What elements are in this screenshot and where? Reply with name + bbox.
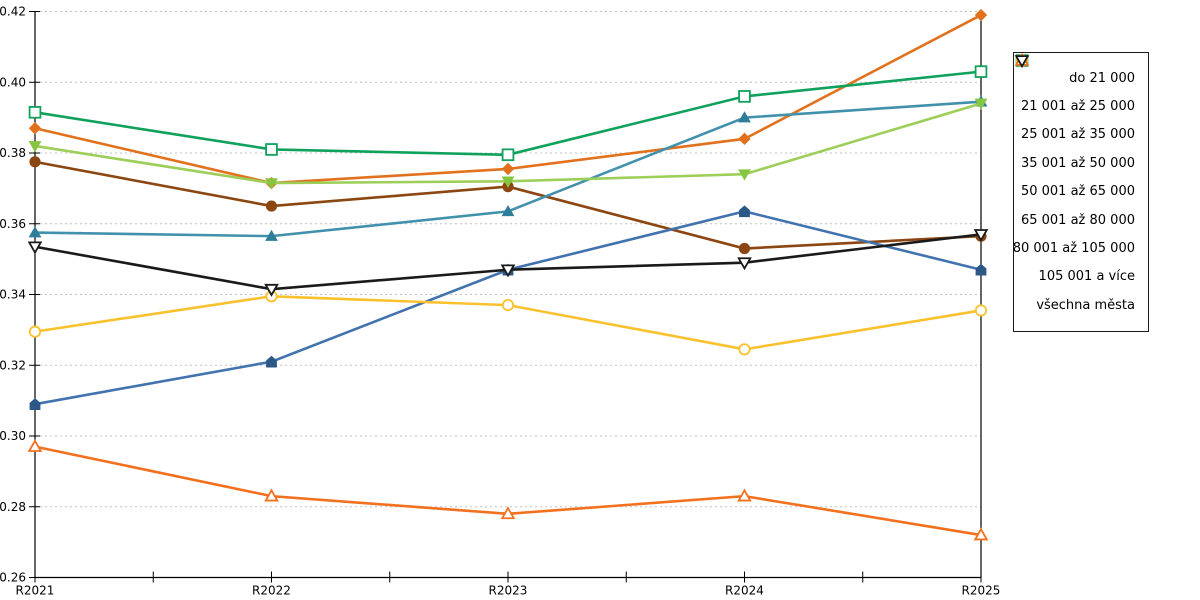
- data-point-marker: [266, 355, 277, 368]
- data-point-marker: [501, 148, 515, 162]
- legend-item: všechna města: [1014, 55, 1140, 319]
- legend-label: 35 001 až 50 000: [1020, 155, 1135, 171]
- data-point-marker: [738, 343, 751, 356]
- legend-item: 65 001 až 80 000: [1015, 54, 1140, 234]
- legend-item: 25 001 až 35 000: [1015, 54, 1140, 149]
- data-point-marker: [738, 111, 751, 123]
- data-point-marker: [738, 169, 751, 181]
- data-point-marker: [973, 527, 989, 541]
- data-point-marker: [1014, 55, 1030, 68]
- legend-label: 65 001 až 80 000: [1020, 212, 1135, 228]
- data-point-marker: [974, 304, 988, 317]
- data-point-marker: [28, 141, 42, 153]
- series-5: [28, 65, 988, 162]
- legend-label: do 21 000: [1069, 70, 1135, 86]
- data-point-marker: [27, 241, 43, 255]
- data-point-marker: [738, 242, 751, 255]
- y-axis-tick-label: 0.40: [0, 75, 26, 89]
- data-point-marker: [265, 178, 278, 190]
- data-point-marker: [501, 176, 515, 188]
- data-point-marker: [501, 204, 515, 217]
- y-axis-tick-label: 0.34: [0, 288, 26, 302]
- x-axis-tick-label: R2021: [16, 584, 55, 598]
- legend-item: 35 001 až 50 000: [1016, 54, 1140, 177]
- data-point-marker: [501, 299, 515, 312]
- y-axis-tick-label: 0.30: [0, 429, 26, 443]
- legend-label: 25 001 až 35 000: [1020, 127, 1135, 143]
- data-point-marker: [265, 229, 278, 241]
- data-point-marker: [265, 143, 278, 156]
- chart-legend: do 21 000 21 001 až 25 000 25 001 až 35 00…: [1013, 52, 1149, 332]
- data-point-marker: [500, 264, 516, 278]
- legend-item: 21 001 až 25 000: [1016, 54, 1140, 120]
- data-point-marker: [737, 488, 752, 502]
- data-point-marker: [29, 398, 41, 410]
- y-axis-tick-label: 0.32: [0, 358, 26, 372]
- data-point-marker: [973, 229, 989, 242]
- series-line: [34, 70, 982, 157]
- legend-label: 105 001 a více: [1038, 269, 1135, 285]
- y-axis-tick-label: 0.36: [0, 217, 26, 231]
- data-point-marker: [28, 226, 42, 238]
- y-axis-tick-label: 0.42: [0, 5, 26, 19]
- data-point-marker: [265, 200, 278, 212]
- data-point-marker: [264, 488, 279, 502]
- data-point-marker: [974, 65, 988, 78]
- x-axis-tick-label: R2022: [252, 584, 291, 598]
- series-6: [28, 290, 988, 356]
- y-axis-tick-label: 0.38: [0, 146, 26, 160]
- legend-item: 105 001 a více: [1014, 53, 1140, 291]
- data-point-marker: [975, 263, 987, 276]
- data-point-marker: [737, 257, 752, 271]
- legend-label: 80 001 až 105 000: [1012, 241, 1135, 257]
- data-point-marker: [500, 506, 516, 520]
- y-axis-tick-label: 0.26: [0, 571, 26, 585]
- data-point-marker: [738, 132, 751, 146]
- legend-item: 80 001 až 105 000: [1013, 54, 1140, 262]
- series-7: [27, 438, 989, 541]
- x-axis-tick-label: R2024: [725, 584, 764, 598]
- data-point-marker: [974, 98, 988, 110]
- data-point-marker: [264, 283, 279, 297]
- x-axis-tick-label: R2023: [489, 584, 528, 598]
- data-point-marker: [27, 438, 43, 452]
- legend-marker-icon: [1014, 55, 1030, 68]
- x-axis-tick-label: R2025: [962, 584, 1001, 598]
- data-point-marker: [28, 106, 42, 119]
- data-point-marker: [974, 8, 988, 22]
- y-axis-tick-label: 0.28: [0, 500, 26, 514]
- data-point-marker: [738, 90, 751, 103]
- legend-label: všechna města: [1036, 297, 1135, 313]
- series-line: [34, 445, 982, 537]
- data-point-marker: [739, 205, 750, 218]
- data-point-marker: [28, 325, 42, 338]
- legend-label: 21 001 až 25 000: [1020, 99, 1135, 115]
- legend-item: 50 001 až 65 000: [1015, 55, 1140, 206]
- series-0: [28, 8, 988, 190]
- data-point-marker: [501, 162, 515, 176]
- data-point-marker: [29, 156, 41, 168]
- series-4: [28, 98, 988, 190]
- data-point-marker: [28, 122, 42, 135]
- series-8: [27, 229, 989, 297]
- legend-label: 50 001 až 65 000: [1020, 184, 1135, 200]
- legend-item: do 21 000: [1015, 54, 1140, 92]
